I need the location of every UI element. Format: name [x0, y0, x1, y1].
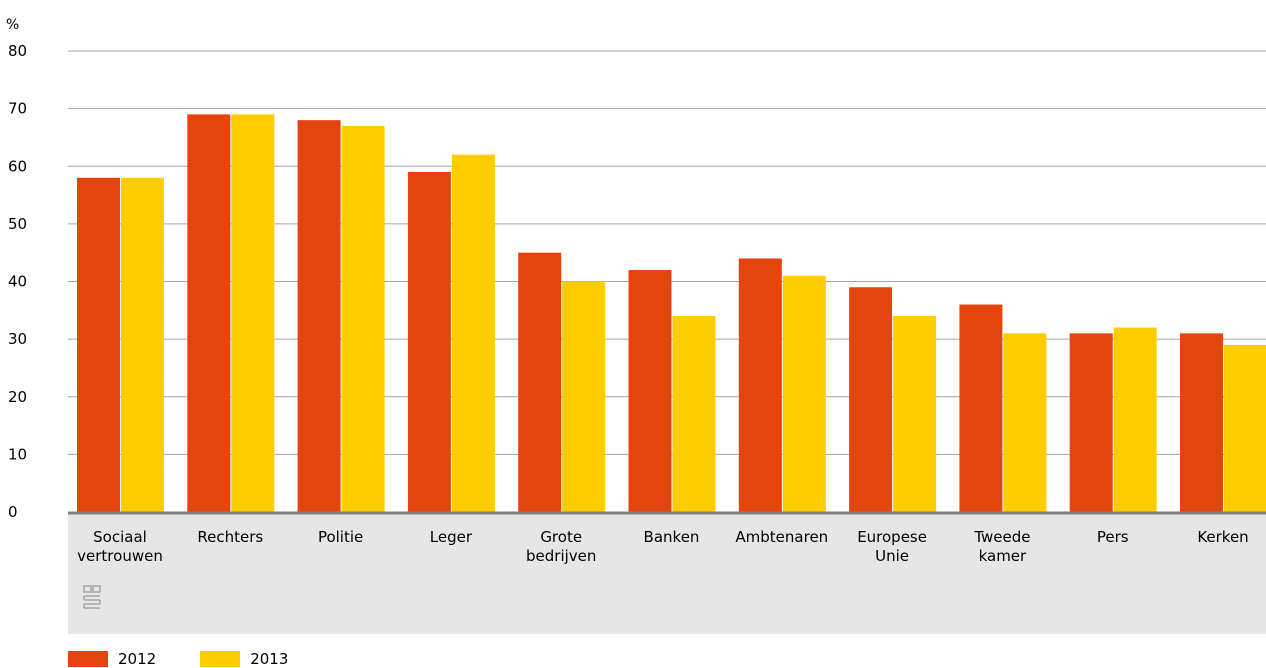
- bar-2012-kerken: [1180, 333, 1223, 512]
- bar-2013-leger: [451, 154, 495, 512]
- x-tick-label-line: Tweede: [973, 528, 1030, 546]
- bar-2013-grote-bedrijven: [562, 281, 606, 512]
- bar-2012-europese-unie: [849, 287, 893, 512]
- bar-2013-kerken: [1224, 344, 1266, 512]
- x-tick-label-line: Pers: [1097, 528, 1129, 546]
- x-tick-label: Leger: [430, 528, 473, 546]
- bar-2012-ambtenaren: [738, 258, 782, 512]
- x-tick-label: Tweede kamer: [973, 528, 1030, 565]
- y-tick-label: 70: [8, 100, 27, 118]
- x-tick-label-line: Kerken: [1197, 528, 1248, 546]
- bar-2012-banken: [628, 269, 672, 512]
- x-tick-label: Kerken: [1197, 528, 1248, 546]
- bar-2012-politie: [297, 120, 341, 513]
- legend-swatch-2013: [200, 651, 241, 667]
- legend-label-2012: 2012: [118, 650, 157, 668]
- bar-2013-tweede-kamer: [1003, 333, 1047, 512]
- x-tick-label-line: Rechters: [197, 528, 263, 546]
- cbs-logo-icon: [83, 585, 101, 609]
- bar-2012-pers: [1069, 333, 1113, 512]
- bar-2013-banken: [672, 316, 716, 512]
- x-tick-label: Ambtenaren: [735, 528, 828, 546]
- axes: 0 10 20 30 40 50 60 70 80 Sociaal vertrouwen Rechte…: [8, 42, 1266, 565]
- x-tick-label-line: Unie: [875, 547, 909, 565]
- x-tick-label-line: bedrijven: [526, 547, 596, 565]
- x-tick-label: Politie: [318, 528, 363, 546]
- x-tick-label-line: Grote: [540, 528, 582, 546]
- bar-2013-ambtenaren: [782, 275, 826, 512]
- y-axis-unit-label: %: [6, 17, 19, 33]
- x-tick-label-line: Politie: [318, 528, 363, 546]
- category-band-background: [68, 514, 1266, 634]
- x-tick-label: Rechters: [197, 528, 263, 546]
- x-tick-label-line: Europese: [857, 528, 927, 546]
- x-tick-label-line: vertrouwen: [77, 547, 163, 565]
- x-tick-label: Europese Unie: [857, 528, 927, 565]
- bar-2013-pers: [1113, 327, 1157, 512]
- legend-item-2012: 2012: [68, 650, 156, 668]
- legend-label-2013: 2013: [250, 650, 289, 668]
- y-tick-label: 50: [8, 215, 27, 233]
- x-tick-label-line: Sociaal: [93, 528, 147, 546]
- y-tick-label: 60: [8, 157, 27, 175]
- bar-chart: 0 10 20 30 40 50 60 70 80 Sociaal vertrouwen Rechte…: [6, 17, 1266, 634]
- x-tick-label: Banken: [644, 528, 700, 546]
- x-tick-label-line: Banken: [644, 528, 700, 546]
- bar-2013-politie: [341, 125, 385, 512]
- y-tick-label: 40: [8, 273, 27, 291]
- x-tick-label-line: kamer: [979, 547, 1027, 565]
- y-tick-label: 80: [8, 42, 27, 60]
- bar-2012-tweede-kamer: [959, 304, 1003, 512]
- x-tick-label-line: Ambtenaren: [735, 528, 828, 546]
- x-tick-label: Grote bedrijven: [526, 528, 596, 565]
- y-tick-label: 10: [8, 445, 27, 463]
- bar-2012-grote-bedrijven: [518, 252, 562, 512]
- legend-item-2013: 2013: [200, 650, 288, 668]
- bar-2013-europese-unie: [893, 316, 937, 512]
- bar-2012-rechters: [187, 114, 231, 512]
- legend: 2012 2013: [68, 650, 332, 668]
- bar-2013-rechters: [231, 114, 275, 512]
- y-tick-label: 30: [8, 330, 27, 348]
- y-tick-label: 20: [8, 388, 27, 406]
- legend-swatch-2012: [68, 651, 108, 667]
- bar-2013-sociaal-vertrouwen: [121, 177, 164, 512]
- bar-2012-leger: [407, 172, 451, 512]
- x-tick-label: Pers: [1097, 528, 1129, 546]
- x-tick-label-line: Leger: [430, 528, 473, 546]
- x-tick-label: Sociaal vertrouwen: [77, 528, 163, 565]
- bar-2012-sociaal-vertrouwen: [77, 177, 120, 512]
- bars: [77, 114, 1266, 513]
- y-tick-label: 0: [8, 503, 18, 521]
- category-band: [68, 514, 1266, 634]
